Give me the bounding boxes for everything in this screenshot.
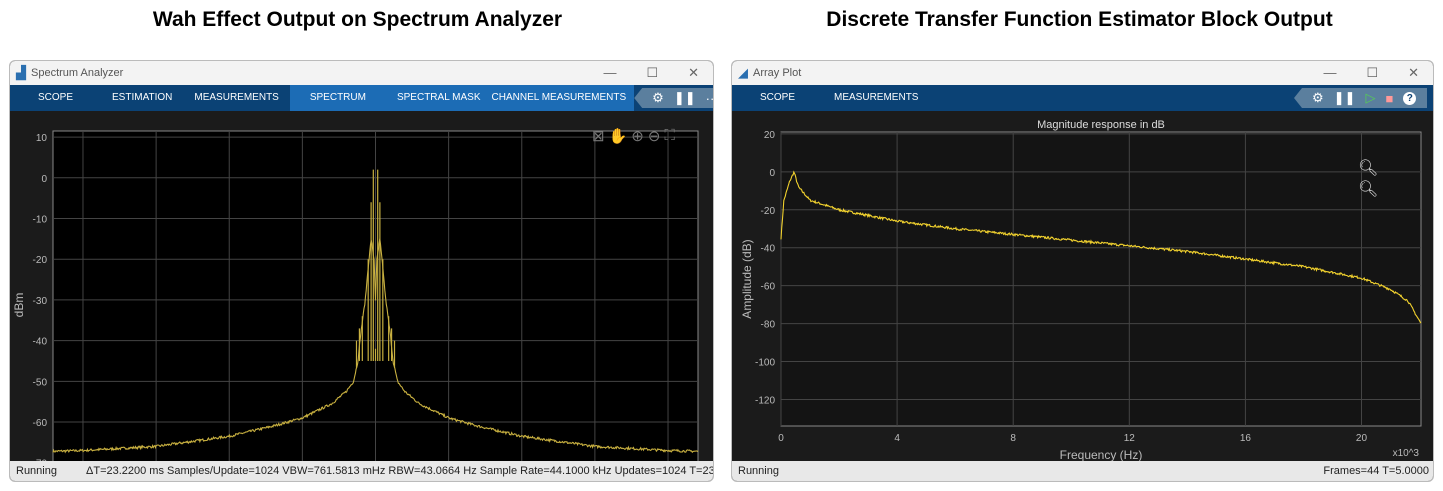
status-state: Running — [16, 465, 57, 477]
x-axis-label: Frequency (Hz) — [1060, 448, 1143, 462]
y-tick-label: -40 — [761, 244, 776, 255]
y-tick-label: 0 — [769, 168, 775, 179]
highlight-icon[interactable]: ⚙ — [652, 90, 664, 105]
array-plot-app-icon: ◢ — [738, 65, 748, 80]
pause-icon[interactable]: ❚❚ — [673, 90, 696, 105]
tab-estimation[interactable]: ESTIMATION — [112, 92, 173, 103]
maximize-icon[interactable]: ☐ — [1366, 65, 1379, 80]
y-tick-label: -60 — [761, 282, 776, 293]
plot-title: Magnitude response in dB — [1037, 119, 1165, 131]
y-tick-label: 0 — [41, 174, 47, 185]
tab-spectrum[interactable]: SPECTRUM — [309, 92, 366, 103]
title-bar: ▟ Spectrum Analyzer — ☐ ✕ — [10, 61, 713, 85]
y-tick-label: -20 — [33, 255, 48, 266]
y-axis-label: Amplitude (dB) — [740, 239, 754, 318]
tab-scope[interactable]: SCOPE — [38, 92, 74, 103]
plot-area — [780, 131, 1422, 427]
stop-icon[interactable]: ■ — [1385, 90, 1394, 106]
y-tick-label: -100 — [755, 358, 775, 369]
minimize-icon[interactable]: — — [1323, 65, 1337, 80]
x-tick-label: 12 — [1124, 433, 1136, 444]
tab-measurements[interactable]: MEASUREMENTS — [194, 92, 279, 103]
tab-measurements[interactable]: MEASUREMENTS — [834, 92, 919, 103]
x-tick-label: 16 — [1240, 433, 1252, 444]
data-series-line — [52, 238, 699, 454]
y-tick-label: -70 — [33, 459, 48, 462]
array-plot-window: ◢ Array Plot — ☐ ✕ SCOPE MEASUREMENTS ⚙ ❚❚ ▷… — [731, 60, 1434, 482]
window-title: Spectrum Analyzer — [31, 67, 124, 79]
array-plot: Magnitude response in dB 0 4 8 12 16 20 20 0 -20 -… — [740, 119, 1422, 462]
highlight-icon[interactable]: ⚙ — [1312, 90, 1324, 105]
pan-icon[interactable]: ✋ — [608, 128, 628, 145]
autoscale-icon[interactable]: ⛶ — [664, 127, 675, 144]
spectrum-plot: -20-15-10-505101520100-10-20-30-40-50-60… — [12, 130, 699, 462]
close-icon[interactable]: ✕ — [688, 65, 699, 80]
zoom-fit-icon[interactable]: ⊠ — [592, 128, 605, 145]
y-tick-label: -80 — [761, 320, 776, 331]
toolstrip: SCOPE ESTIMATION MEASUREMENTS SPECTRUM S… — [10, 85, 713, 111]
status-bar: Running Frames=44 T=5.0000 — [732, 461, 1433, 481]
spectrum-app-icon: ▟ — [16, 65, 26, 80]
status-info: Frames=44 T=5.0000 — [1323, 465, 1429, 477]
zoom-in-icon[interactable]: ⊕ — [631, 128, 644, 145]
x-multiplier: x10^3 — [1393, 448, 1420, 459]
y-tick-label: 10 — [36, 133, 48, 144]
maximize-icon[interactable]: ☐ — [646, 65, 659, 80]
status-info: ΔT=23.2200 ms Samples/Update=1024 VBW=76… — [86, 465, 714, 477]
y-tick-label: -60 — [33, 418, 48, 429]
x-tick-label: 4 — [894, 433, 900, 444]
y-tick-label: -10 — [33, 215, 48, 226]
y-axis-label: dBm — [12, 293, 26, 318]
y-tick-label: -20 — [761, 206, 776, 217]
title-bar: ◢ Array Plot — ☐ ✕ — [732, 61, 1433, 85]
y-tick-label: -40 — [33, 337, 48, 348]
data-series-line — [780, 170, 1422, 324]
status-bar: Running ΔT=23.2200 ms Samples/Update=102… — [10, 461, 713, 481]
zoom-out-icon[interactable]: ⊖ — [647, 128, 661, 145]
help-icon[interactable]: ? — [1403, 91, 1417, 105]
y-tick-label: 20 — [764, 130, 776, 141]
y-tick-label: -120 — [755, 395, 775, 406]
right-heading: Discrete Transfer Function Estimator Blo… — [826, 8, 1333, 31]
minimize-icon[interactable]: — — [603, 65, 617, 80]
x-tick-label: 0 — [778, 433, 784, 444]
tab-scope[interactable]: SCOPE — [760, 92, 796, 103]
window-title: Array Plot — [753, 67, 802, 79]
y-tick-label: -50 — [33, 377, 48, 388]
spectrum-analyzer-window: ▟ Spectrum Analyzer — ☐ ✕ SCOPE ESTIMATION… — [9, 60, 714, 482]
tab-channel-measurements[interactable]: CHANNEL MEASUREMENTS — [491, 92, 627, 103]
x-tick-label: 8 — [1010, 433, 1016, 444]
y-tick-label: -30 — [33, 296, 48, 307]
status-state: Running — [738, 465, 779, 477]
pause-icon[interactable]: ❚❚ — [1333, 90, 1356, 105]
zoom-y-icon[interactable]: 🔍︎ — [1358, 181, 1379, 198]
x-tick-label: 20 — [1356, 433, 1368, 444]
left-heading: Wah Effect Output on Spectrum Analyzer — [152, 8, 563, 31]
zoom-x-icon[interactable]: 🔍︎ — [1358, 160, 1379, 177]
step-icon[interactable]: ▷ — [1365, 90, 1376, 105]
toolstrip: SCOPE MEASUREMENTS ⚙ ❚❚ ▷ ■? — [732, 85, 1433, 111]
close-icon[interactable]: ✕ — [1408, 65, 1419, 80]
tab-spectral-mask[interactable]: SPECTRAL MASK — [396, 92, 481, 103]
more-icon[interactable]: ··· — [705, 90, 714, 106]
